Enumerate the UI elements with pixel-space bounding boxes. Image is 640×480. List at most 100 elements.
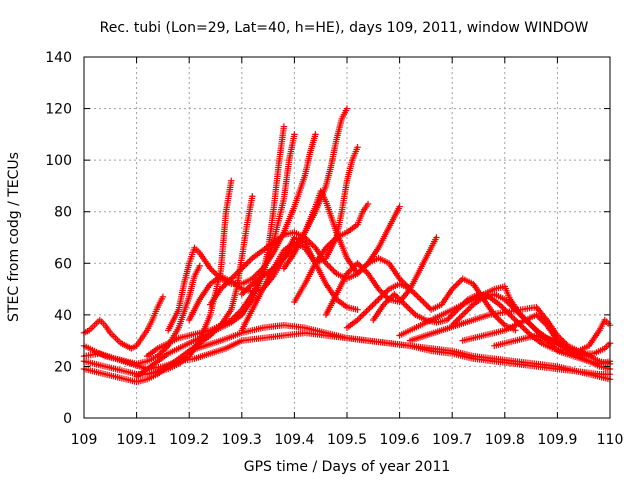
data-point xyxy=(253,271,261,278)
data-point xyxy=(557,340,564,347)
data-point xyxy=(459,311,466,319)
data-point xyxy=(423,302,430,309)
data-point xyxy=(456,314,463,322)
data-point xyxy=(372,299,379,306)
data-point xyxy=(355,268,363,276)
x-tick-label: 109.7 xyxy=(432,432,472,448)
data-point xyxy=(241,288,249,295)
data-point xyxy=(458,313,465,320)
data-point xyxy=(246,257,253,265)
data-point xyxy=(539,317,546,324)
data-point xyxy=(244,259,252,266)
data-point xyxy=(554,337,561,344)
data-point xyxy=(552,346,560,353)
y-tick-label: 60 xyxy=(54,256,72,272)
data-point xyxy=(357,313,364,321)
data-point xyxy=(345,268,352,276)
data-point xyxy=(452,282,459,290)
data-point xyxy=(273,262,280,269)
data-point xyxy=(409,308,416,316)
data-point xyxy=(325,241,333,249)
data-point xyxy=(358,264,366,271)
data-point xyxy=(540,319,548,326)
data-point xyxy=(213,271,220,278)
data-point xyxy=(467,304,474,311)
data-point xyxy=(331,268,339,276)
data-point xyxy=(324,243,331,250)
x-tick-label: 109.9 xyxy=(537,432,577,448)
data-point xyxy=(222,281,229,288)
data-point xyxy=(354,316,361,324)
data-point xyxy=(161,345,169,352)
data-series-20 xyxy=(80,329,614,383)
data-point xyxy=(354,270,361,277)
data-point xyxy=(391,291,398,298)
data-point xyxy=(303,235,310,243)
data-point xyxy=(219,284,226,291)
data-point xyxy=(512,327,519,334)
data-point xyxy=(456,278,463,285)
data-point xyxy=(231,272,238,280)
data-point xyxy=(330,237,337,244)
data-point xyxy=(409,288,417,296)
data-point xyxy=(449,285,456,293)
data-point xyxy=(418,297,426,305)
data-point xyxy=(523,327,530,335)
data-point xyxy=(361,309,369,316)
data-point xyxy=(518,312,525,319)
data-point xyxy=(397,296,404,304)
data-point xyxy=(279,256,286,263)
data-point xyxy=(229,315,236,322)
data-point xyxy=(238,291,245,298)
data-point xyxy=(357,263,364,270)
data-point xyxy=(453,281,460,288)
data-point xyxy=(271,263,279,271)
data-point xyxy=(415,294,423,302)
data-point xyxy=(235,268,242,275)
data-point xyxy=(534,313,542,320)
data-point xyxy=(549,343,557,350)
data-point xyxy=(545,338,552,346)
data-point xyxy=(355,261,363,268)
data-point xyxy=(385,296,392,304)
data-point xyxy=(364,306,372,313)
data-point xyxy=(255,269,262,277)
data-point xyxy=(223,279,230,287)
data-point xyxy=(445,315,452,322)
y-tick-label: 140 xyxy=(45,50,72,66)
data-point xyxy=(348,265,355,273)
data-point xyxy=(506,300,513,308)
data-point xyxy=(417,296,424,303)
data-point xyxy=(322,244,330,252)
data-point xyxy=(410,310,418,317)
data-point xyxy=(363,307,370,315)
y-tick-label: 80 xyxy=(54,205,72,221)
data-point xyxy=(349,264,357,271)
data-point xyxy=(384,287,391,294)
axis-ticks: 109 109.1 109.2 109.3 109.4 109.5 109.6 109.7 10… xyxy=(45,50,623,448)
data-point xyxy=(237,266,244,274)
data-point xyxy=(330,267,337,274)
data-point xyxy=(521,326,529,333)
data-point xyxy=(247,282,255,289)
data-point xyxy=(354,260,361,267)
data-point xyxy=(496,301,503,308)
data-point xyxy=(546,340,554,347)
data-point xyxy=(378,293,385,300)
data-point xyxy=(528,322,536,330)
data-point xyxy=(354,306,361,313)
data-point xyxy=(455,279,462,287)
data-point xyxy=(530,324,537,331)
data-point xyxy=(241,262,249,269)
data-point xyxy=(343,105,351,112)
data-point xyxy=(283,251,291,259)
data-point xyxy=(507,302,515,309)
data-point xyxy=(555,338,563,346)
data-point xyxy=(285,250,292,257)
data-point xyxy=(397,277,405,284)
data-point xyxy=(500,305,508,313)
data-point xyxy=(386,295,394,302)
data-point xyxy=(448,312,455,319)
data-point xyxy=(548,341,555,349)
data-point xyxy=(465,305,472,313)
